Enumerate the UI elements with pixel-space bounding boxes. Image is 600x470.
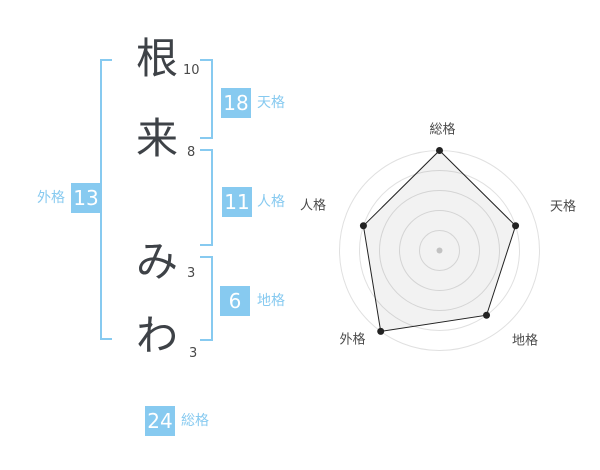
tenkaku-label: 天格 xyxy=(257,95,285,111)
radar-grid-ring xyxy=(359,170,520,331)
soukaku-badge: 24 xyxy=(145,406,175,436)
gaikaku-label: 外格 xyxy=(37,190,65,206)
jinkaku-label: 人格 xyxy=(257,194,285,210)
stroke-count-1: 10 xyxy=(183,63,200,78)
gaikaku-value: 13 xyxy=(73,186,99,210)
tenkaku-badge: 18 xyxy=(221,88,251,118)
jinkaku-bracket xyxy=(200,149,213,246)
radar-data-polygon xyxy=(362,149,517,332)
radar-vertex-dot xyxy=(436,147,443,154)
radar-center-dot xyxy=(436,247,443,254)
jinkaku-badge: 11 xyxy=(222,187,252,217)
stroke-count-3: 3 xyxy=(187,266,196,281)
name-char-4: わ xyxy=(135,311,178,360)
chikaku-bracket xyxy=(200,256,213,341)
radar-axis-label: 地格 xyxy=(512,333,538,349)
chikaku-badge: 6 xyxy=(220,286,250,316)
stroke-count-2: 8 xyxy=(187,145,196,160)
chikaku-label: 地格 xyxy=(257,293,285,309)
radar-axis-label: 人格 xyxy=(300,198,326,214)
radar-vertex-dot xyxy=(512,222,520,230)
stroke-count-4: 3 xyxy=(189,346,198,361)
radar-vertex-dot xyxy=(483,311,491,319)
gaikaku-bracket xyxy=(100,59,112,340)
tenkaku-bracket xyxy=(200,59,213,139)
radar-axis-label: 総格 xyxy=(429,122,455,138)
radar-axis-label: 天格 xyxy=(550,199,576,215)
radar-grid-ring xyxy=(419,230,460,271)
name-char-3: み xyxy=(135,237,178,286)
gaikaku-badge: 13 xyxy=(71,183,101,213)
radar-grid-ring xyxy=(399,210,480,291)
radar-vertex-dot xyxy=(377,327,385,335)
radar-grid-ring xyxy=(379,190,500,311)
name-char-2: 来 xyxy=(135,114,178,163)
soukaku-label: 総格 xyxy=(181,413,209,429)
radar-vertex-dot xyxy=(359,222,367,230)
radar-axis-label: 外格 xyxy=(339,332,365,348)
name-char-1: 根 xyxy=(135,34,178,83)
soukaku-value: 24 xyxy=(147,409,173,433)
tenkaku-value: 18 xyxy=(223,91,249,115)
jinkaku-value: 11 xyxy=(224,190,250,214)
chikaku-value: 6 xyxy=(228,289,242,313)
